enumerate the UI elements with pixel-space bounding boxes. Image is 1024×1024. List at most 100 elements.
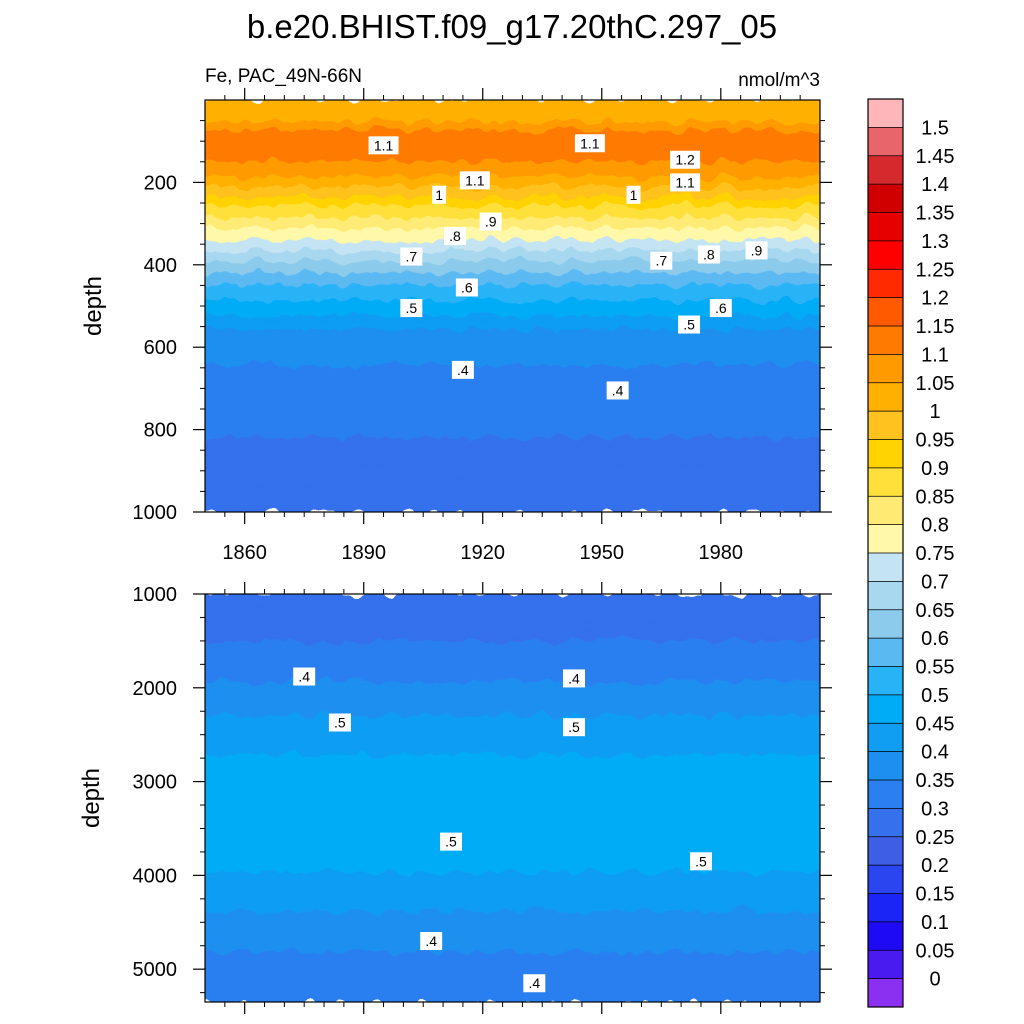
y-tick-label: 400 (144, 255, 177, 277)
colorbar-label: 0.6 (921, 628, 949, 650)
colorbar-swatch (868, 99, 903, 128)
colorbar-swatch (868, 950, 903, 979)
colorbar-label: 1.45 (916, 146, 955, 168)
svg-text:.9: .9 (485, 214, 497, 230)
svg-text:.5: .5 (445, 834, 457, 850)
colorbar-swatch (868, 780, 903, 809)
y-axis-label-lower: depth (78, 768, 105, 828)
svg-text:.7: .7 (655, 253, 667, 269)
colorbar-swatch (868, 723, 903, 752)
x-tick-label: 1980 (699, 542, 744, 564)
chart-title: b.e20.BHIST.f09_g17.20thC.297_05 (247, 8, 777, 45)
contour-label: .5 (400, 299, 423, 318)
contour-label: .7 (400, 247, 423, 266)
x-tick-label: 1890 (341, 542, 386, 564)
contour-label: .7 (650, 251, 673, 270)
colorbar-label: 1.2 (921, 288, 949, 310)
y-tick-label: 1000 (133, 584, 178, 606)
colorbar-swatch (868, 326, 903, 355)
svg-text:.7: .7 (405, 249, 417, 265)
units-label: nmol/m^3 (738, 70, 820, 91)
colorbar-label: 0.15 (916, 884, 955, 906)
contour-label: 1 (626, 185, 641, 204)
x-tick-label: 1950 (580, 542, 625, 564)
colorbar-label: 0.85 (916, 486, 955, 508)
colorbar-swatch (868, 127, 903, 157)
contour-label: 1.1 (574, 134, 605, 153)
svg-text:.5: .5 (334, 714, 346, 730)
contour-label: .8 (443, 226, 466, 245)
y-axis-label-upper: depth (80, 276, 107, 336)
colorbar-swatch (868, 297, 903, 327)
colorbar-label: 0.75 (916, 543, 955, 565)
y-tick-label: 2000 (133, 678, 178, 700)
colorbar: 1.5 1.45 1.4 1.35 1.3 1.25 1.2 1.15 1.1 1.05 1 0.95… (867, 98, 955, 1008)
svg-text:1.1: 1.1 (465, 172, 485, 188)
colorbar-label: 0.55 (916, 657, 955, 679)
colorbar-swatch (868, 609, 903, 639)
svg-text:.9: .9 (751, 242, 763, 258)
colorbar-label: 0.3 (921, 798, 949, 820)
colorbar-label: 0.25 (916, 827, 955, 849)
svg-text:1.1: 1.1 (580, 135, 600, 151)
colorbar-label: 1.35 (916, 203, 955, 225)
colorbar-label: 0.65 (916, 600, 955, 622)
contour-label: .5 (440, 832, 462, 851)
colorbar-swatch (868, 666, 903, 696)
svg-text:1.1: 1.1 (675, 174, 695, 190)
contour-label: .6 (709, 299, 732, 318)
y-tick-label: 3000 (133, 772, 178, 794)
svg-text:.6: .6 (461, 279, 473, 295)
colorbar-label: 1.3 (921, 231, 949, 253)
colorbar-label: 1.15 (916, 316, 955, 338)
y-tick-label: 200 (144, 172, 177, 194)
contour-label: .5 (328, 713, 351, 732)
colorbar-swatch (868, 496, 903, 525)
colorbar-label: 0.8 (921, 515, 949, 537)
svg-text:1.2: 1.2 (675, 152, 695, 168)
contour-label: .4 (606, 381, 629, 400)
svg-text:.4: .4 (298, 669, 310, 685)
colorbar-label: 1 (929, 401, 940, 423)
y-tick-label: 4000 (133, 865, 178, 887)
svg-text:.5: .5 (695, 853, 707, 869)
svg-text:.4: .4 (568, 670, 580, 686)
colorbar-swatch (868, 694, 903, 724)
svg-text:.4: .4 (457, 362, 469, 378)
svg-text:.8: .8 (703, 247, 715, 263)
y-tick-label: 600 (144, 337, 177, 359)
colorbar-label: 0.45 (916, 713, 955, 735)
y-tick-label: 1000 (133, 502, 178, 524)
contour-label: 1.2 (670, 150, 701, 169)
colorbar-label: 1.1 (921, 344, 949, 366)
colorbar-label: 0.5 (921, 685, 949, 707)
contour-label: .4 (451, 360, 474, 379)
contour-label: .9 (745, 241, 768, 260)
contour-label: .4 (420, 932, 443, 951)
colorbar-swatch (868, 921, 903, 951)
colorbar-swatch (868, 212, 903, 242)
colorbar-swatch (868, 411, 903, 440)
svg-text:.4: .4 (612, 382, 624, 398)
colorbar-swatch (868, 865, 903, 894)
colorbar-swatch (868, 836, 903, 866)
contour-label: .5 (689, 852, 712, 871)
lower-panel-frame (204, 593, 821, 1003)
svg-text:.5: .5 (568, 719, 580, 735)
svg-text:.5: .5 (683, 317, 695, 333)
contour-label: .6 (455, 278, 478, 297)
colorbar-swatch (868, 553, 903, 582)
colorbar-label: 0.2 (921, 855, 949, 877)
contour-label: 1.1 (368, 136, 399, 155)
contour-label: .4 (563, 669, 585, 688)
colorbar-swatch (868, 978, 903, 1008)
contour-label: 1.1 (670, 173, 701, 192)
colorbar-swatch (868, 751, 903, 781)
contour-label: 1 (432, 185, 447, 204)
colorbar-swatch (868, 155, 903, 185)
colorbar-swatch (868, 269, 903, 298)
colorbar-swatch (868, 467, 903, 497)
svg-text:.6: .6 (715, 300, 727, 316)
x-tick-label: 1920 (460, 542, 505, 564)
colorbar-label: 0.95 (916, 430, 955, 452)
